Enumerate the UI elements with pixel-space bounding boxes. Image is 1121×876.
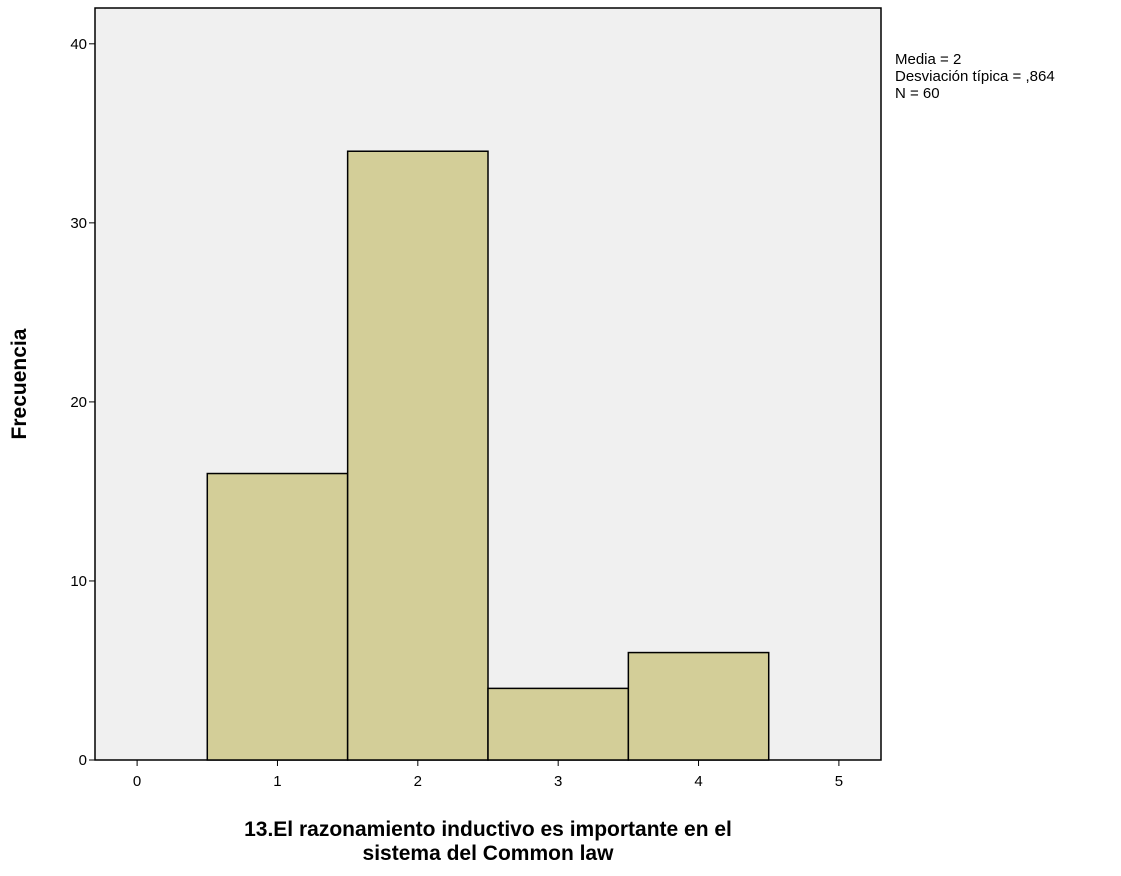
- y-tick-label: 20: [70, 394, 87, 411]
- x-tick-label: 0: [133, 773, 141, 790]
- x-tick-label: 2: [414, 773, 422, 790]
- stats-n: N = 60: [895, 85, 940, 102]
- y-tick-label: 10: [70, 573, 87, 590]
- stats-std-dev: Desviación típica = ,864: [895, 68, 1055, 85]
- histogram-bar-1: [206, 472, 349, 761]
- y-tick-label: 0: [79, 752, 87, 769]
- x-tick-label: 1: [273, 773, 281, 790]
- x-tick-label: 5: [835, 773, 843, 790]
- bars-layer: [206, 150, 770, 761]
- histogram-bar-3: [487, 687, 630, 761]
- y-axis-title: Frecuencia: [8, 328, 31, 439]
- x-axis-title-line-2: sistema del Common law: [363, 842, 615, 865]
- histogram-bar-4: [627, 651, 770, 761]
- y-tick-label: 30: [70, 215, 87, 232]
- y-axis: 0 10 20 30 40: [70, 36, 95, 769]
- y-tick-label: 40: [70, 36, 87, 53]
- x-tick-label: 4: [694, 773, 702, 790]
- x-tick-label: 3: [554, 773, 562, 790]
- x-axis-title-line-1: 13.El razonamiento inductivo es importan…: [244, 818, 732, 841]
- histogram-bar-2: [346, 150, 489, 761]
- stats-mean: Media = 2: [895, 51, 961, 68]
- x-axis: 0 1 2 3 4 5: [133, 760, 843, 790]
